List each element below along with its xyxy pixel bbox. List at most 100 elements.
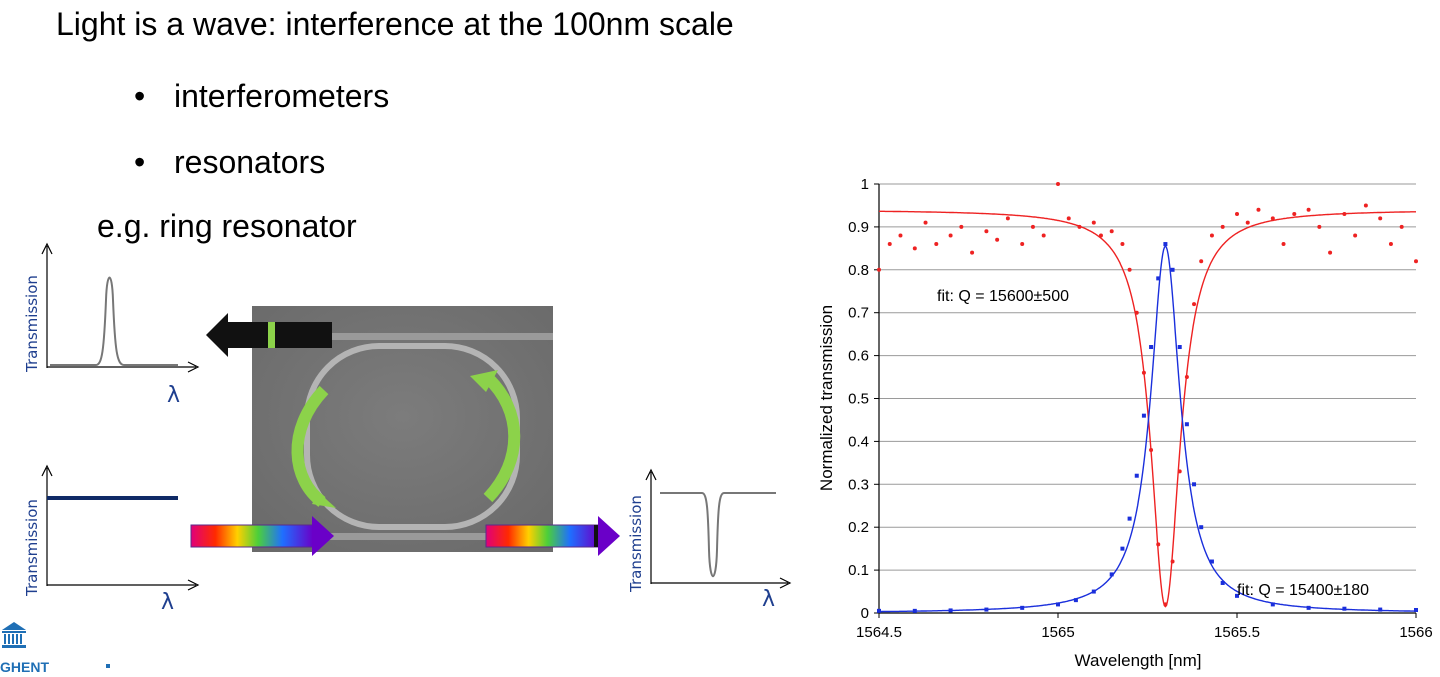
red-data-point (1388, 242, 1393, 247)
red-data-point (1192, 302, 1197, 307)
red-data-point (1141, 370, 1146, 375)
bullet-item-resonators: • resonators (134, 144, 325, 181)
red-data-point (1245, 220, 1250, 225)
red-data-point (887, 242, 892, 247)
red-data-point (1306, 207, 1311, 212)
blue-data-point (1163, 242, 1168, 247)
selected-wavelength-mark (268, 322, 275, 348)
y-tick-label: 0.4 (848, 433, 869, 450)
red-data-point (1199, 259, 1204, 264)
red-data-point (1328, 250, 1333, 255)
red-data-point (1270, 216, 1275, 221)
blue-data-point (1156, 276, 1161, 281)
blue-data-point (1184, 422, 1189, 427)
red-data-point (1170, 559, 1175, 564)
red-data-point (1163, 602, 1168, 607)
university-logo-graphic: GHENT (0, 622, 107, 675)
logo-text: GHENT (0, 659, 49, 672)
red-data-point (1281, 242, 1286, 247)
drop-port-sketch: Transmission λ (23, 242, 200, 408)
blue-data-point (1127, 516, 1132, 521)
blue-data-point (1141, 413, 1146, 418)
red-data-point (1414, 259, 1418, 264)
sketch-ylabel: Transmission (23, 275, 41, 373)
blue-data-point (948, 608, 953, 613)
red-data-point (1363, 203, 1368, 208)
red-data-point (1184, 375, 1189, 380)
red-data-point (1056, 182, 1060, 186)
red-data-point (1378, 216, 1383, 221)
y-tick-label: 0.9 (848, 219, 869, 236)
red-data-point (1209, 233, 1214, 238)
red-data-point (948, 233, 953, 238)
fit-annotation-blue: fit: Q = 15400±180 (1237, 582, 1369, 599)
sketch-y-arrowhead (645, 468, 657, 481)
red-data-point (898, 233, 903, 238)
input-arrow-body (190, 524, 314, 548)
y-tick-label: 0 (861, 605, 869, 622)
red-data-point (1134, 310, 1139, 315)
red-data-point (1098, 233, 1103, 238)
red-data-point (1292, 212, 1297, 217)
blue-data-point (984, 607, 989, 612)
blue-data-point (1342, 606, 1347, 611)
blue-data-point (1120, 546, 1125, 551)
ring-arrowhead-left (312, 492, 336, 508)
through-rainbow-arrow (485, 516, 620, 556)
sketch-ylabel: Transmission (627, 495, 645, 593)
blue-data-point (1134, 473, 1139, 478)
bullet-item-interferometers: • interferometers (134, 78, 389, 115)
red-data-point (1156, 542, 1161, 547)
red-data-point (1317, 224, 1322, 229)
blue-data-point (912, 608, 917, 613)
y-tick-label: 0.2 (848, 519, 869, 536)
sketch-x-arrowhead (187, 361, 200, 373)
logo-dot (106, 664, 110, 668)
red-data-point (912, 246, 917, 251)
sketch-x-arrowhead (187, 579, 200, 591)
red-data-point (1177, 469, 1182, 474)
transmission-chart: 0 0.1 0.2 0.3 0.4 0.5 0.6 0.7 0.8 0.9 1 1564.5 1565 1… (817, 176, 1433, 670)
ring-arrowhead-right (470, 370, 498, 392)
bus-waveguide (252, 533, 553, 540)
x-tick-label: 1566 (1399, 624, 1432, 641)
red-data-point (970, 250, 975, 255)
blue-data-point (1109, 572, 1114, 577)
sketch-ylabel: Transmission (23, 499, 41, 597)
blue-data-point (1220, 580, 1225, 585)
blue-data-point (1199, 525, 1204, 530)
ring-resonator-diagram: Transmission λ Transmission λ (23, 242, 792, 615)
y-tick-label: 0.3 (848, 476, 869, 493)
drop-waveguide (252, 333, 553, 340)
red-data-point (923, 220, 928, 225)
through-arrow-body (485, 524, 599, 548)
example-label: e.g. ring resonator (97, 208, 357, 244)
red-data-point (1066, 216, 1071, 221)
dip-curve (660, 492, 776, 577)
red-data-point (1235, 212, 1239, 217)
sketch-xlabel: λ (161, 590, 174, 615)
drop-arrow-body (226, 322, 332, 348)
university-logo: GHENT (0, 616, 107, 675)
through-port-sketch: Transmission λ (627, 468, 792, 612)
input-arrow-head (312, 516, 334, 556)
y-tick-label: 0.6 (848, 348, 869, 365)
red-data-point (1149, 447, 1154, 452)
y-tick-label: 1 (861, 176, 869, 193)
x-tick-label: 1565 (1041, 624, 1074, 641)
y-axis-title: Normalized transmission (817, 305, 836, 491)
chart-fits (879, 210, 1416, 613)
red-data-point (1020, 242, 1025, 247)
chart-axes (874, 183, 1417, 618)
red-data-point (1091, 220, 1096, 225)
removed-wavelength-mark (594, 525, 598, 547)
peak-curve (50, 276, 178, 366)
chart-tick-labels: 0 0.1 0.2 0.3 0.4 0.5 0.6 0.7 0.8 0.9 1 1564.5 1565 1… (848, 176, 1433, 641)
drop-arrow-head (206, 313, 228, 357)
red-data-point (995, 237, 1000, 242)
red-data-point (877, 267, 881, 272)
blue-data-point (1414, 607, 1418, 612)
input-rainbow-arrow (190, 516, 334, 556)
y-tick-label: 0.8 (848, 262, 869, 279)
chart-points (877, 182, 1418, 613)
